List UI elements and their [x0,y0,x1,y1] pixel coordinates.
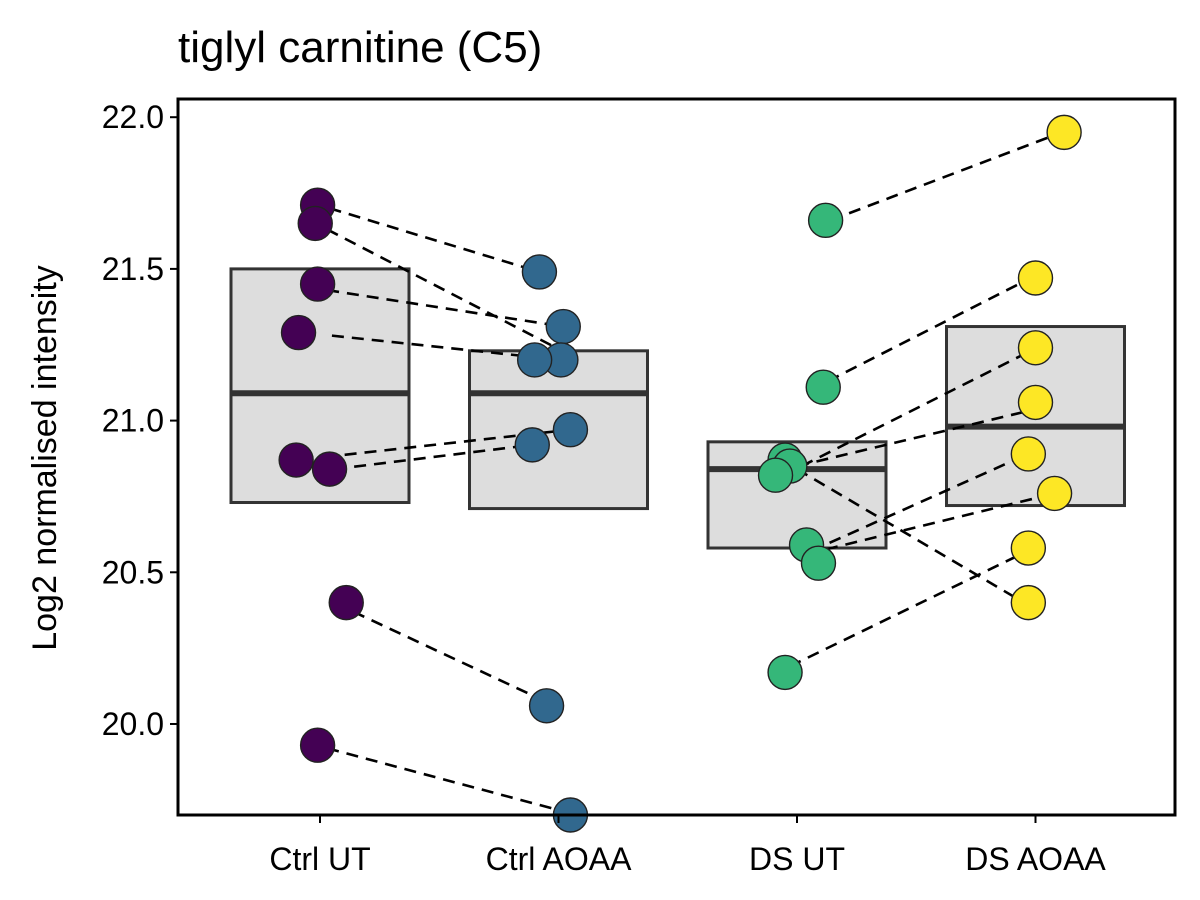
data-point-ds-aoaa [1017,384,1054,421]
data-point-ds-ut [805,369,841,405]
chart-title: tiglyl carnitine (C5) [178,23,542,72]
pair-line [806,495,1043,556]
pair-line [352,610,543,701]
y-axis: 20.0 20.5 21.0 21.5 22.0 [102,99,178,742]
pair-line [827,276,1032,383]
pair-line [789,552,1022,668]
data-point-ds-ut [800,545,837,581]
data-point-ctrl-aoaa [528,688,565,724]
data-point-ctrl-ut [297,205,333,242]
data-point-ds-ut [767,654,803,691]
data-point-ds-ut [807,202,844,239]
pair-line [796,468,1020,601]
x-tick-label-ctrl-aoaa: Ctrl AOAA [486,841,632,877]
pair-line [801,349,1032,468]
data-point-ctrl-ut [280,314,317,351]
x-tick-label-ds-ut: DS UT [749,841,845,877]
data-point-ds-aoaa [1017,260,1054,296]
data-point-ctrl-ut [328,584,364,621]
y-tick-label: 21.5 [102,251,164,287]
data-point-ctrl-aoaa [552,411,589,448]
x-tick-label-ctrl-ut: Ctrl UT [269,841,370,877]
pair-line [326,228,557,349]
pair-line [810,455,1022,553]
data-point-ctrl-aoaa [521,254,558,290]
data-point-ctrl-ut [299,266,336,302]
plot-panel-border [176,97,1177,817]
x-tick-label-ds-aoaa: DS AOAA [965,841,1106,877]
y-tick-label: 20.0 [102,706,164,742]
data-point-ds-aoaa [1036,475,1073,512]
data-point-ctrl-ut [311,451,348,487]
pair-line [326,746,566,814]
y-tick-label: 21.0 [102,403,164,439]
y-axis-label: Log2 normalised intensity [26,265,64,651]
data-point-ds-aoaa [1010,530,1047,566]
data-point-ds-aoaa [1010,584,1047,621]
pair-line [329,206,540,274]
data-point-ctrl-aoaa [545,308,581,345]
data-point-ctrl-aoaa [514,427,550,463]
data-point-ctrl-aoaa [516,342,553,378]
x-axis: Ctrl UT Ctrl AOAA DS UT DS AOAA [269,815,1106,877]
data-point-ds-aoaa [1017,330,1054,366]
data-point-ctrl-ut [278,442,314,478]
data-point-ctrl-ut [299,727,336,763]
boxes-layer [229,267,1126,550]
pair-line [829,131,1063,222]
y-tick-label: 20.5 [102,554,164,590]
data-point-ds-ut [757,457,794,493]
pair-line [334,443,533,471]
y-tick-label: 22.0 [102,99,164,135]
data-point-ds-aoaa [1046,114,1082,151]
points-layer [278,114,1082,833]
data-point-ds-aoaa [1010,436,1047,472]
